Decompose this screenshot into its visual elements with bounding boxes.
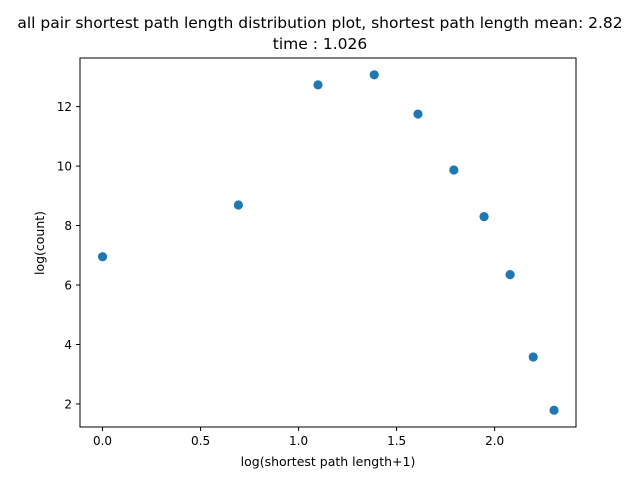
y-tick-label: 12 (57, 100, 72, 114)
y-tick-label: 6 (64, 279, 72, 293)
x-tick-label: 0.5 (191, 434, 210, 448)
y-axis-label: log(count) (32, 211, 47, 275)
y-tick-label: 10 (57, 160, 72, 174)
scatter-point (549, 405, 559, 415)
x-tick-label: 1.0 (289, 434, 308, 448)
scatter-point (313, 80, 323, 90)
scatter-point (505, 270, 515, 280)
x-axis-ticks: 0.0 0.5 1.0 1.5 2.0 (93, 427, 504, 448)
chart-title: all pair shortest path length distributi… (17, 14, 622, 32)
chart-subtitle: time : 1.026 (273, 35, 367, 53)
scatter-point (233, 200, 244, 210)
data-points (97, 70, 559, 415)
scatter-point (369, 70, 379, 80)
scatter-point (413, 109, 423, 119)
x-tick-label: 0.0 (93, 434, 112, 448)
scatter-point (528, 352, 538, 362)
scatter-point (97, 252, 108, 262)
x-tick-label: 2.0 (485, 434, 504, 448)
scatter-point (449, 165, 459, 175)
x-tick-label: 1.5 (387, 434, 406, 448)
y-tick-label: 8 (64, 219, 72, 233)
y-tick-label: 2 (64, 397, 72, 411)
plot-area-frame (79, 57, 577, 428)
scatter-point (479, 212, 489, 222)
x-axis-label: log(shortest path length+1) (241, 454, 416, 469)
y-axis-ticks: 2 4 6 8 10 12 (57, 100, 80, 411)
y-tick-label: 4 (64, 338, 72, 352)
